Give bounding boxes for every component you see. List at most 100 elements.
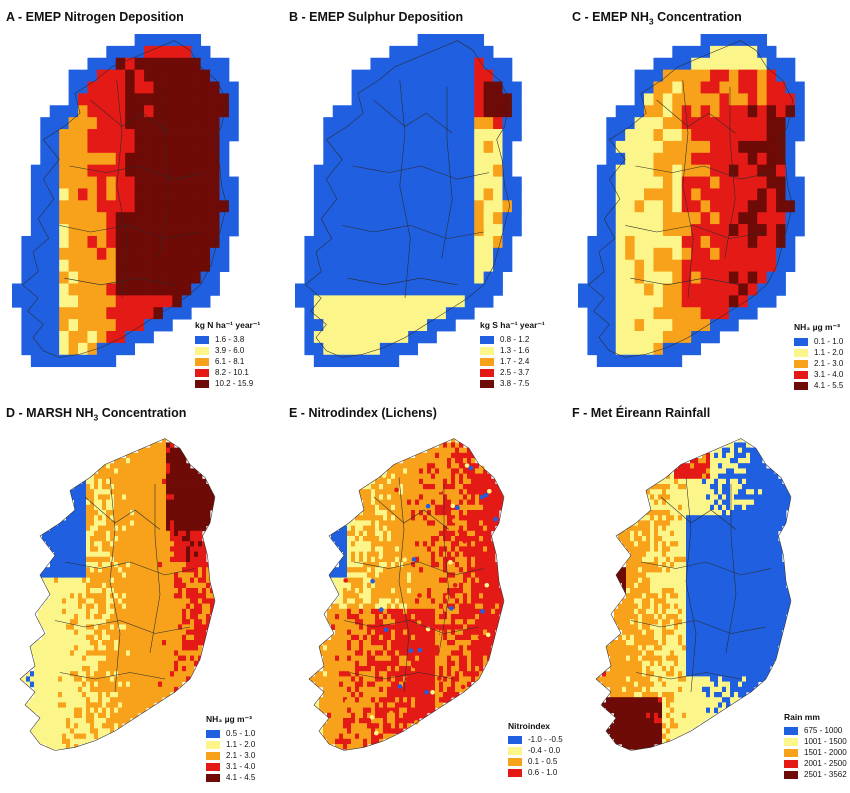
sample-point <box>485 632 491 638</box>
legend-swatch <box>480 346 494 355</box>
legend-swatch <box>794 381 808 390</box>
legend: kg S ha⁻¹ year⁻¹ 0.8 - 1.2 1.3 - 1.6 1.7 -… <box>480 320 545 389</box>
legend-swatch <box>480 335 494 344</box>
sample-point <box>455 505 460 510</box>
legend-label: 2501 - 3562 <box>804 770 847 779</box>
legend-title: NH₃ µg m⁻³ <box>794 322 840 332</box>
legend-item: 3.8 - 7.5 <box>480 378 545 389</box>
panel-title: B - EMEP Sulphur Deposition <box>289 10 464 24</box>
legend-swatch <box>206 762 220 771</box>
legend: NH₃ µg m⁻³ 0.1 - 1.0 1.1 - 2.0 2.1 - 3.0 3.… <box>794 322 843 391</box>
legend-label: 3.9 - 6.0 <box>215 346 245 355</box>
sample-point <box>370 578 375 584</box>
legend-item: 4.1 - 5.5 <box>794 380 843 391</box>
legend-item: 2.1 - 3.0 <box>206 750 255 761</box>
legend-item: -0.4 - 0.0 <box>508 745 563 756</box>
legend-swatch <box>784 726 798 735</box>
legend-label: 3.8 - 7.5 <box>500 379 530 388</box>
legend-item: 1501 - 2000 <box>784 747 847 758</box>
ireland-map-nh3-marsh <box>19 438 216 751</box>
sample-point <box>484 582 490 588</box>
legend-title: kg N ha⁻¹ year⁻¹ <box>195 320 261 330</box>
legend-label: 0.5 - 1.0 <box>226 729 256 738</box>
legend-label: 1.7 - 2.4 <box>500 357 530 366</box>
panel-nitroindex: E - Nitrodindex (Lichens) Nitroindex -1.… <box>283 396 566 792</box>
sample-point <box>395 500 401 506</box>
sample-point <box>411 663 417 669</box>
legend-swatch <box>794 337 808 346</box>
legend-swatch <box>206 740 220 749</box>
legend-item: 1.7 - 2.4 <box>480 356 545 367</box>
legend-label: 0.6 - 1.0 <box>528 768 558 777</box>
legend-swatch <box>195 335 209 344</box>
sample-point <box>383 627 389 633</box>
legend-swatch <box>206 773 220 782</box>
legend-title: Rain mm <box>784 712 820 722</box>
legend-label: 3.1 - 4.0 <box>814 370 844 379</box>
legend-label: 0.1 - 0.5 <box>528 757 558 766</box>
sample-point <box>379 607 384 612</box>
legend-swatch <box>480 379 494 388</box>
sample-point <box>464 463 470 468</box>
legend-item: 2001 - 2500 <box>784 758 847 769</box>
legend-label: -0.4 - 0.0 <box>528 746 561 755</box>
ireland-map-nitroindex <box>308 438 505 751</box>
legend-swatch <box>195 346 209 355</box>
sample-point <box>479 494 485 500</box>
legend-swatch <box>784 770 798 779</box>
legend-label: 8.2 - 10.1 <box>215 368 249 377</box>
coastline <box>305 40 511 358</box>
legend-item: 0.6 - 1.0 <box>508 767 563 778</box>
legend-item: 3.1 - 4.0 <box>794 369 843 380</box>
legend-label: 1.6 - 3.8 <box>215 335 245 344</box>
legend-title: Nitroindex <box>508 721 551 731</box>
ireland-map-sulphur <box>295 34 522 368</box>
legend: kg N ha⁻¹ year⁻¹ 1.6 - 3.8 3.9 - 6.0 6.1 -… <box>195 320 260 389</box>
county-boundaries <box>588 40 794 358</box>
panel-title: C - EMEP NH3 Concentration <box>572 10 742 27</box>
legend-label: 1.1 - 2.0 <box>814 348 844 357</box>
legend-label: 2.5 - 3.7 <box>500 368 530 377</box>
sample-point <box>450 503 456 509</box>
legend-swatch <box>784 748 798 757</box>
legend-swatch <box>480 368 494 377</box>
sample-point <box>368 536 373 542</box>
sample-point <box>417 593 422 598</box>
sample-point <box>452 518 457 523</box>
legend-label: 6.1 - 8.1 <box>215 357 245 366</box>
panel-rainfall: F - Met Éireann Rainfall Rain mm 675 - 1… <box>566 396 849 792</box>
sample-point <box>430 690 435 695</box>
sample-point <box>477 635 483 640</box>
legend-item: 2.5 - 3.7 <box>480 367 545 378</box>
sample-point <box>374 730 379 736</box>
legend-title: NH₃ µg m⁻³ <box>206 714 252 724</box>
legend-label: 0.1 - 1.0 <box>814 337 844 346</box>
panel-marsh-nh3: D - MARSH NH3 Concentration NH₃ µg m⁻³ 0… <box>0 396 283 792</box>
sample-point <box>438 487 443 493</box>
county-boundaries <box>308 438 505 751</box>
county-boundaries <box>19 438 216 751</box>
sample-point <box>483 492 489 498</box>
sample-point <box>408 565 414 571</box>
legend-swatch <box>206 729 220 738</box>
county-boundaries <box>22 40 228 358</box>
sample-point <box>402 557 407 562</box>
legend-label: 4.1 - 5.5 <box>814 381 844 390</box>
legend: Rain mm 675 - 1000 1001 - 1500 1501 - 2000… <box>784 712 847 780</box>
sample-point <box>347 590 352 595</box>
legend: Nitroindex -1.0 - -0.5 -0.4 - 0.0 0.1 - 0.… <box>508 721 563 778</box>
sample-point <box>384 521 390 526</box>
legend-swatch <box>508 768 522 777</box>
coastline <box>308 438 505 751</box>
sample-point <box>487 489 492 494</box>
legend-item: 1.6 - 3.8 <box>195 334 260 345</box>
sample-point <box>437 676 442 681</box>
legend-item: 8.2 - 10.1 <box>195 367 260 378</box>
sample-point <box>452 583 458 588</box>
map-cells <box>12 34 239 368</box>
map-cells <box>596 438 791 750</box>
panel-title: F - Met Éireann Rainfall <box>572 406 711 420</box>
legend-swatch <box>508 746 522 755</box>
legend-item: 0.1 - 0.5 <box>508 756 563 767</box>
legend-swatch <box>480 357 494 366</box>
